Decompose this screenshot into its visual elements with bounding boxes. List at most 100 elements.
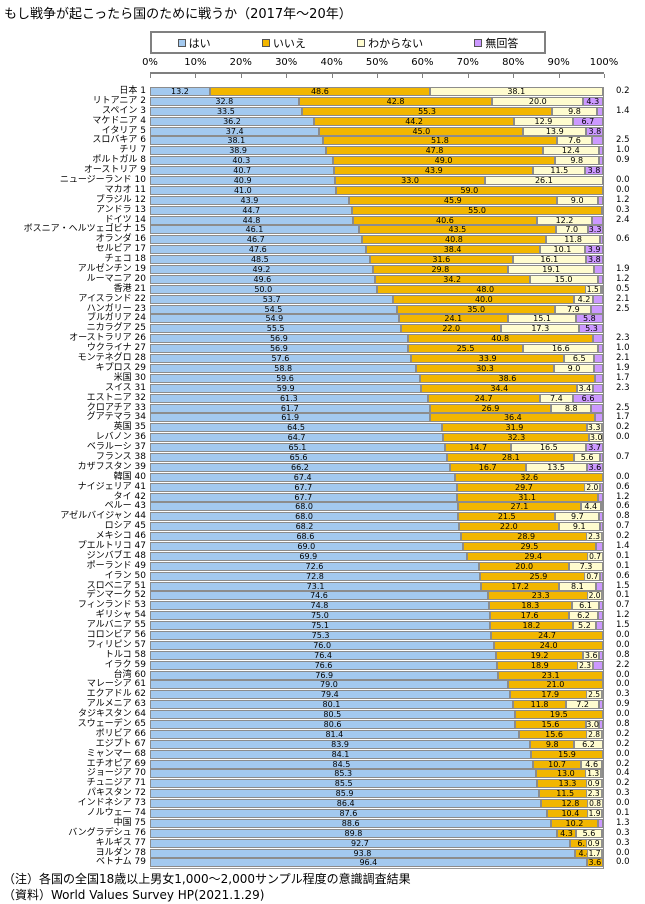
segment-value-label: 1.5 xyxy=(584,284,601,294)
bar-segment-na xyxy=(598,700,603,710)
na-outside-label: 2.3 xyxy=(616,333,630,344)
country-row: マケドニア 4 36.2 44.2 12.9 6.7 xyxy=(92,116,603,127)
bar-segment-no xyxy=(427,393,540,403)
segment-value-label: 79.0 xyxy=(320,680,338,690)
segment-value-label: 4.3 xyxy=(586,96,600,106)
segment-value-label: 50.0 xyxy=(254,284,273,294)
country-label: キプロス 29 xyxy=(95,362,146,373)
bar-segment-na xyxy=(579,324,603,334)
na-outside-label: 2.5 xyxy=(616,402,630,413)
segment-value-label: 10.1 xyxy=(553,245,572,255)
stacked-bar: 87.6 10.4 1.9 xyxy=(150,809,603,819)
axis-tick-mark xyxy=(286,74,288,78)
segment-value-label: 86.4 xyxy=(336,799,355,809)
segment-value-label: 3.4 xyxy=(578,383,592,393)
bar-segment-dk xyxy=(553,363,595,373)
bar-segment-na xyxy=(594,363,603,373)
country-label: エクアドル 62 xyxy=(86,689,146,700)
country-label: グアテマラ 34 xyxy=(86,412,146,423)
country-label: セルビア 17 xyxy=(95,244,146,255)
bar-segment-na xyxy=(585,245,603,255)
bar-segment-dk xyxy=(586,423,602,433)
country-row: デンマーク 52 74.6 23.3 2.0 0.1 xyxy=(87,591,630,601)
bar-segment-no xyxy=(532,759,582,769)
bar-segment-na xyxy=(572,116,603,126)
stacked-bar: 84.5 10.7 4.6 xyxy=(150,759,603,769)
bar-segment-dk xyxy=(536,215,593,225)
segment-value-label: 75.3 xyxy=(311,630,330,640)
axis-tick-label: 0% xyxy=(142,57,158,68)
country-row: ブラジル 12 43.9 45.9 9.0 1.2 xyxy=(96,195,630,206)
bar-segment-yes xyxy=(150,363,417,373)
country-label: ヨルダン 78 xyxy=(95,847,146,858)
bar-segment-na xyxy=(601,769,603,779)
segment-value-label: 68.0 xyxy=(295,512,313,522)
bar-segment-no xyxy=(335,176,485,186)
stacked-bar: 49.2 29.8 19.1 xyxy=(150,265,603,275)
country-label: ニカラグア 25 xyxy=(86,323,146,334)
country-row: スイス 31 59.9 34.4 3.4 2.3 xyxy=(105,383,630,394)
segment-value-label: 38.1 xyxy=(507,87,526,96)
country-row: ベトナム 79 96.4 3.6 0.0 xyxy=(96,858,630,868)
bar-segment-dk xyxy=(555,512,600,522)
axis-tick-mark xyxy=(513,74,515,78)
bar-segment-yes xyxy=(150,255,370,265)
bar-segment-dk xyxy=(576,828,602,838)
segment-value-label: 11.5 xyxy=(550,166,569,176)
segment-value-label: 21.0 xyxy=(546,680,565,690)
segment-value-label: 15.9 xyxy=(558,749,576,759)
segment-value-label: 55.5 xyxy=(266,324,285,334)
segment-value-label: 3.9 xyxy=(587,245,601,255)
bar-segment-no xyxy=(352,215,537,225)
bar-segment-dk xyxy=(580,502,601,512)
segment-value-label: 28.1 xyxy=(501,452,520,462)
bar-segment-na xyxy=(573,393,603,403)
segment-value-label: 87.6 xyxy=(339,809,358,819)
bar-segment-no xyxy=(586,858,603,868)
segment-value-label: 36.4 xyxy=(503,413,522,423)
note-line-2: （資料）World Values Survey HP(2021.1.29) xyxy=(3,888,265,902)
segment-value-label: 29.5 xyxy=(520,541,539,551)
bar-segment-yes xyxy=(150,502,459,512)
country-row: ヨルダン 78 93.8 4.4 1.7 0.0 xyxy=(96,848,630,859)
bar-segment-na xyxy=(586,462,603,472)
stacked-bar: 75.3 24.7 xyxy=(150,630,603,640)
stacked-bar: 40.9 33.0 26.1 xyxy=(150,176,603,186)
bar-segment-yes xyxy=(150,729,519,739)
stacked-bar: 46.1 43.5 7.0 3.3 xyxy=(150,225,603,235)
bar-segment-na xyxy=(599,512,603,522)
segment-value-label: 8.1 xyxy=(571,581,584,591)
segment-value-label: 22.0 xyxy=(442,324,461,334)
stacked-bar: 80.1 11.8 7.2 xyxy=(150,700,603,710)
segment-value-label: 11.8 xyxy=(564,235,582,245)
plot-area: 0% 10% 20% 30% 40% 50% 60% 70% 80% 90% 100% 日本 1 13… xyxy=(24,57,630,870)
bar-segment-na xyxy=(597,274,603,284)
segment-value-label: 36.2 xyxy=(223,116,241,126)
segment-value-label: 6.2 xyxy=(577,611,590,621)
country-label: ブラジル 12 xyxy=(95,194,146,205)
segment-value-label: 29.4 xyxy=(524,551,543,561)
country-row: フランス 38 65.6 28.1 5.6 0.7 xyxy=(96,452,630,463)
country-label: 英国 35 xyxy=(113,422,146,433)
country-label: スイス 31 xyxy=(104,382,146,393)
bar-segment-dk xyxy=(507,265,595,275)
bar-segment-yes xyxy=(150,670,499,680)
country-label: ニュージーランド 10 xyxy=(59,175,146,186)
bar-segment-yes xyxy=(150,581,482,591)
bar-segment-no xyxy=(481,581,560,591)
bar-segment-yes xyxy=(150,334,408,344)
segment-value-label: 40.8 xyxy=(491,334,510,344)
bar-segment-na xyxy=(601,779,603,789)
segment-value-label: 67.7 xyxy=(294,482,313,492)
stacked-bar: 74.6 23.3 2.0 xyxy=(150,591,603,601)
bar-segment-no xyxy=(407,334,593,344)
country-label: タイ 42 xyxy=(113,491,146,502)
segment-value-label: 9.1 xyxy=(572,522,586,532)
bar-segment-yes xyxy=(150,176,336,186)
bar-segment-yes xyxy=(150,294,394,304)
segment-value-label: 7.9 xyxy=(566,304,580,314)
na-outside-label: 0.2 xyxy=(616,758,630,769)
country-row: コロンビア 56 75.3 24.7 0.0 xyxy=(87,630,630,641)
bar-segment-no xyxy=(335,185,603,195)
segment-value-label: 13.5 xyxy=(547,462,566,472)
